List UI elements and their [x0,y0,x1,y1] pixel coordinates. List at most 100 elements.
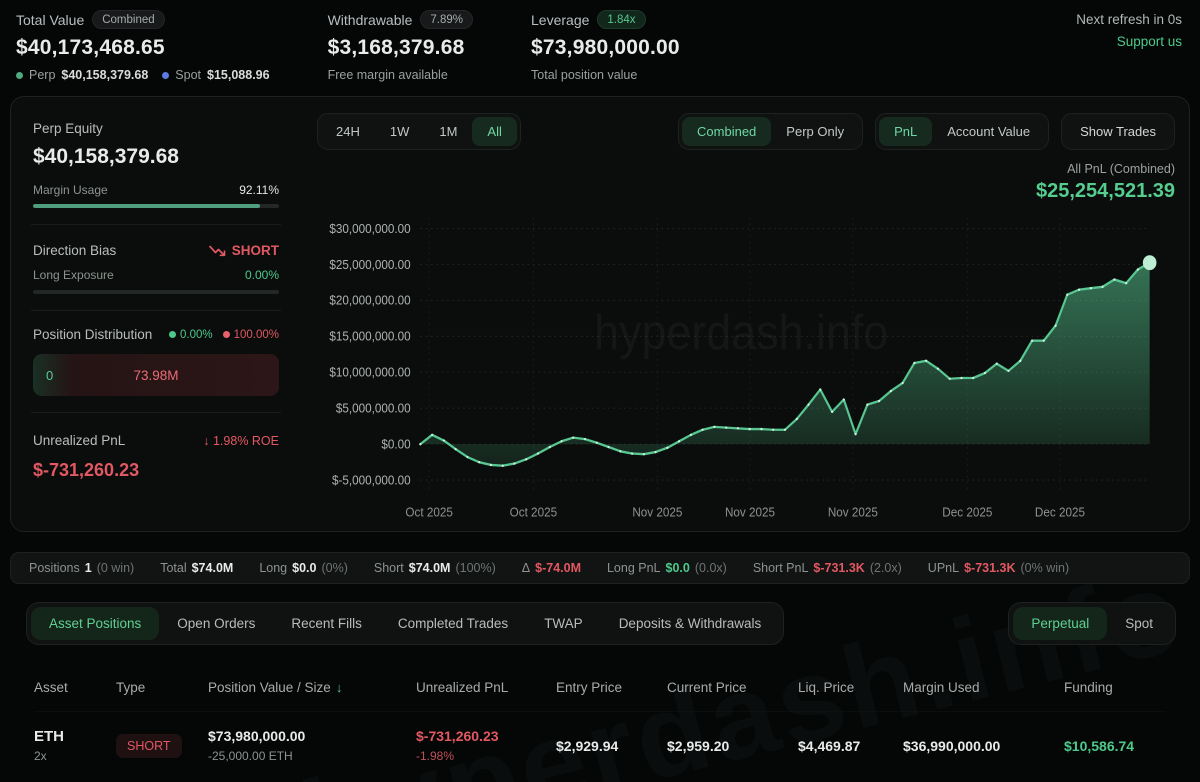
market-tab-perpetual[interactable]: Perpetual [1013,607,1108,640]
position-distribution-label: Position Distribution [33,327,153,342]
svg-text:$25,000,000.00: $25,000,000.00 [329,257,410,272]
range-tab-24h[interactable]: 24H [321,117,375,146]
metric-tab-account-value[interactable]: Account Value [932,117,1045,146]
roe-down-arrow-icon: ↓ [203,433,210,448]
roe-value: 1.98% ROE [212,433,279,448]
col-header-position-value-size[interactable]: Position Value / Size ↓ [208,680,343,695]
svg-text:Nov 2025: Nov 2025 [828,505,878,520]
leverage-label: Leverage [531,11,590,28]
direction-bias-section: Direction Bias SHORT Long Exposure 0.00% [33,233,279,308]
position-size: -25,000.00 ETH [208,749,293,763]
range-tab-all[interactable]: All [472,117,517,146]
support-us-link[interactable]: Support us [1116,34,1182,49]
perp-dot-icon [16,71,23,79]
refresh-countdown: Next refresh in 0s [1076,12,1182,27]
position-value: $73,980,000.00 [208,728,306,744]
pnl-account-toggle: PnL Account Value [875,113,1050,150]
metric-tab-pnl[interactable]: PnL [879,117,933,146]
mode-tab-combined[interactable]: Combined [682,117,772,146]
leverage-amount: $73,980,000.00 [531,36,680,59]
positions-stats-strip: Positions 1 (0 win) Total $74.0M Long $0.0 (0%)… [10,552,1190,584]
col-header-unrealized-pnl[interactable]: Unrealized PnL [416,680,509,695]
positions-tabs: Asset Positions Open Orders Recent Fills Co… [26,602,785,645]
asset-name: ETH [34,728,64,745]
tab-deposits-withdrawals[interactable]: Deposits & Withdrawals [601,607,780,640]
stat-total: Total $74.0M [160,561,234,575]
show-trades-button[interactable]: Show Trades [1061,113,1175,150]
positions-table-area: Asset Type Position Value / Size ↓ Unrealize… [10,662,1190,782]
unrealized-pnl-value: $-731,260.23 [33,460,140,480]
unrealized-pnl-label: Unrealized PnL [33,433,126,448]
col-header-current-price[interactable]: Current Price [667,680,747,695]
col-header-asset[interactable]: Asset [34,680,68,695]
spot-dot-icon [162,71,170,79]
withdrawable-label: Withdrawable [327,11,413,28]
total-value-group: Total Value Combined $40,173,468.65 Perp… [16,10,270,82]
perp-equity-value: $40,158,379.68 [33,145,179,168]
tab-open-orders[interactable]: Open Orders [159,607,273,640]
unrealized-pnl-section: Unrealized PnL ↓ 1.98% ROE $-731,260.23 [33,421,279,495]
col-header-margin-used[interactable]: Margin Used [903,680,980,695]
asset-leverage: 2x [34,749,47,763]
combined-badge: Combined [92,10,165,29]
leverage-badge: 1.84x [597,10,646,29]
col-header-entry-price[interactable]: Entry Price [556,680,623,695]
portfolio-left-panel: Perp Equity $40,158,379.68 Margin Usage … [11,97,303,531]
trending-down-icon [208,245,226,257]
withdrawable-amount: $3,168,379.68 [327,36,465,59]
long-dist-pct: 0.00% [179,328,213,341]
all-pnl-value: $25,254,521.39 [1035,180,1175,202]
svg-text:$30,000,000.00: $30,000,000.00 [329,221,410,236]
long-dist-dot-icon [168,331,176,338]
combined-perp-toggle: Combined Perp Only [678,113,864,150]
table-header-row: Asset Type Position Value / Size ↓ Unrealize… [34,662,1166,711]
perp-equity-section: Perp Equity $40,158,379.68 Margin Usage … [33,115,279,222]
tab-recent-fills[interactable]: Recent Fills [273,607,380,640]
all-pnl-label: All PnL (Combined) [1067,162,1175,176]
direction-bias-value: SHORT [231,243,279,258]
short-dist-pct: 100.00% [233,328,279,341]
leverage-group: Leverage 1.84x $73,980,000.00 Total posi… [531,10,680,82]
stat-short-pnl: Short PnL $-731.3K (2.0x) [752,561,902,575]
pnl-chart[interactable]: $30,000,000.00 $25,000,000.00 $20,000,000.… [317,205,1175,525]
margin-usage-label: Margin Usage [33,183,108,197]
funding-value: $10,586.74 [1064,737,1135,754]
leverage-sub: Total position value [531,68,638,82]
market-tab-spot[interactable]: Spot [1107,607,1171,640]
stat--: Δ $-74.0M [521,561,581,575]
svg-text:Dec 2025: Dec 2025 [942,505,992,520]
top-stats-bar: Total Value Combined $40,173,468.65 Perp… [0,0,1200,88]
stat-upnl: UPnL $-731.3K (0% win) [927,561,1070,575]
margin-used: $36,990,000.00 [903,737,1001,754]
perp-value: $40,158,379.68 [61,68,149,82]
col-header-funding[interactable]: Funding [1064,680,1113,695]
withdrawable-sub: Free margin available [327,68,448,82]
margin-usage-bar [33,204,279,208]
liq-price: $4,469.87 [798,737,861,754]
svg-text:$5,000,000.00: $5,000,000.00 [336,401,411,416]
withdrawable-group: Withdrawable 7.89% $3,168,379.68 Free ma… [327,10,474,82]
sort-down-arrow-icon: ↓ [335,680,343,695]
short-dist-dot-icon [222,331,230,338]
distribution-long-value: 0 [46,367,54,383]
current-price: $2,959.20 [667,737,730,754]
stat-long-pnl: Long PnL $0.0 (0.0x) [606,561,727,575]
spot-value: $15,088.96 [207,68,270,82]
svg-text:hyperdash.info: hyperdash.info [594,304,888,359]
short-badge: SHORT [116,733,182,758]
long-exposure-bar [33,290,279,294]
tab-completed-trades[interactable]: Completed Trades [380,607,526,640]
stat-positions: Positions 1 (0 win) [29,561,135,575]
col-header-type[interactable]: Type [116,680,146,695]
stat-short: Short $74.0M (100%) [373,561,496,575]
distribution-bar: 0 73.98M [33,354,279,396]
position-distribution-section: Position Distribution 0.00% 100.00% 0 73… [33,319,279,410]
total-value-amount: $40,173,468.65 [16,36,165,59]
col-header-liq-price[interactable]: Liq. Price [798,680,855,695]
tab-asset-positions[interactable]: Asset Positions [31,607,160,640]
mode-tab-perp-only[interactable]: Perp Only [771,117,859,146]
range-tab-1m[interactable]: 1M [424,117,472,146]
range-tab-1w[interactable]: 1W [375,117,425,146]
tab-twap[interactable]: TWAP [526,607,601,640]
table-row[interactable]: ETH 2x SHORT $73,980,000.00 -25,000.00 E… [34,711,1166,782]
